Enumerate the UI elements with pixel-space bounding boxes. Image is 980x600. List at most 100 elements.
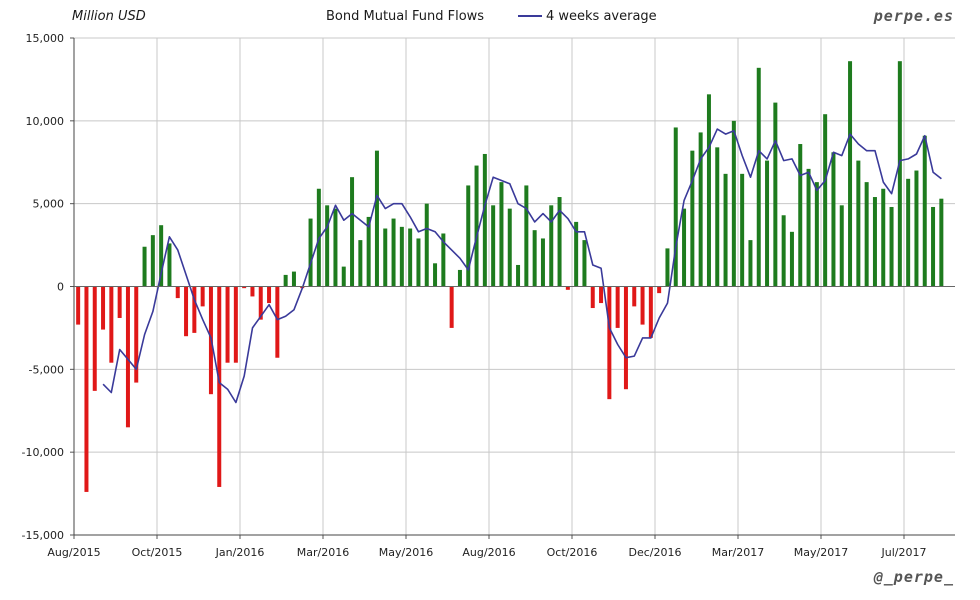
inflow-bar xyxy=(507,208,512,287)
inflow-bar xyxy=(540,238,545,287)
x-tick-label: Mar/2016 xyxy=(297,546,349,559)
inflow-bar xyxy=(549,205,554,287)
inflow-bar xyxy=(325,205,330,287)
outflow-bar xyxy=(615,286,620,328)
inflow-bar xyxy=(723,173,728,287)
inflow-bar xyxy=(698,132,703,287)
outflow-bar xyxy=(84,286,89,492)
axes xyxy=(70,37,955,539)
flow-bars xyxy=(76,61,944,492)
outflow-bar xyxy=(657,286,662,294)
inflow-bar xyxy=(789,231,794,287)
inflow-bar xyxy=(399,226,404,287)
inflow-bar xyxy=(740,173,745,287)
chart-title: Bond Mutual Fund Flows xyxy=(326,9,485,24)
outflow-bar xyxy=(175,286,180,299)
inflow-bar xyxy=(690,150,695,287)
inflow-bar xyxy=(765,160,770,287)
inflow-bar xyxy=(167,243,172,287)
outflow-bar xyxy=(607,286,612,400)
outflow-bar xyxy=(258,286,263,320)
inflow-bar xyxy=(424,203,429,287)
outflow-bar xyxy=(225,286,230,363)
inflow-bar xyxy=(291,271,296,287)
y-tick-label: 0 xyxy=(57,281,64,294)
outflow-bar xyxy=(233,286,238,363)
outflow-bar xyxy=(599,286,604,304)
x-tick-label: Dec/2016 xyxy=(629,546,682,559)
outflow-bar xyxy=(632,286,637,307)
outflow-bar xyxy=(648,286,653,338)
outflow-bar xyxy=(184,286,189,337)
inflow-bar xyxy=(706,94,711,287)
handle-watermark: @_perpe_ xyxy=(873,568,954,586)
outflow-bar xyxy=(640,286,645,325)
inflow-bar xyxy=(308,218,313,287)
inflow-bar xyxy=(491,205,496,287)
outflow-bar xyxy=(565,286,570,290)
inflow-bar xyxy=(872,197,877,287)
inflow-bar xyxy=(358,240,363,287)
x-tick-label: May/2017 xyxy=(794,546,848,559)
inflow-bar xyxy=(748,240,753,287)
inflow-bar xyxy=(499,182,504,287)
inflow-bar xyxy=(574,221,579,287)
inflow-bar xyxy=(781,215,786,287)
inflow-bar xyxy=(474,165,479,287)
inflow-bar xyxy=(582,240,587,287)
inflow-bar xyxy=(557,197,562,287)
legend-line-swatch xyxy=(518,14,542,17)
inflow-bar xyxy=(756,67,761,287)
y-tick-label: 5,000 xyxy=(33,198,65,211)
y-tick-label: 15,000 xyxy=(26,32,65,45)
inflow-bar xyxy=(142,246,147,287)
x-tick-label: Aug/2015 xyxy=(47,546,100,559)
x-tick-label: Oct/2016 xyxy=(547,546,598,559)
outflow-bar xyxy=(250,286,255,297)
inflow-bar xyxy=(673,127,678,287)
inflow-bar xyxy=(433,263,438,287)
inflow-bar xyxy=(864,182,869,287)
outflow-bar xyxy=(92,286,97,391)
average-line xyxy=(102,128,942,404)
inflow-bar xyxy=(939,198,944,287)
inflow-bar xyxy=(798,144,803,287)
inflow-bar xyxy=(408,228,413,287)
inflow-bar xyxy=(366,216,371,287)
legend: 4 weeks average xyxy=(518,9,657,24)
inflow-bar xyxy=(416,238,421,287)
inflow-bar xyxy=(532,230,537,287)
inflow-bar xyxy=(665,248,670,287)
x-tick-label: Mar/2017 xyxy=(712,546,764,559)
inflow-bar xyxy=(806,168,811,287)
brand-watermark: perpe.es xyxy=(873,7,954,25)
inflow-bar xyxy=(524,185,529,287)
inflow-bar xyxy=(906,178,911,287)
outflow-bar xyxy=(242,286,247,289)
inflow-bar xyxy=(159,225,164,287)
inflow-bar xyxy=(814,182,819,287)
y-tick-labels: -15,000 -10,000 -5,000 0 5,000 10,000 15,000 xyxy=(22,32,64,542)
x-tick-label: Jul/2017 xyxy=(881,546,927,559)
inflow-bar xyxy=(914,170,919,287)
inflow-bar xyxy=(350,177,355,287)
inflow-bar xyxy=(391,218,396,287)
x-tick-label: Oct/2015 xyxy=(132,546,183,559)
inflow-bar xyxy=(150,235,155,287)
inflow-bar xyxy=(333,208,338,287)
inflow-bar xyxy=(374,150,379,287)
legend-label: 4 weeks average xyxy=(546,9,657,24)
inflow-bar xyxy=(922,135,927,287)
inflow-bar xyxy=(441,233,446,287)
y-tick-label: -5,000 xyxy=(29,363,64,376)
x-tick-label: Aug/2016 xyxy=(462,546,515,559)
x-tick-label: May/2016 xyxy=(379,546,433,559)
inflow-bar xyxy=(715,147,720,287)
outflow-bar xyxy=(590,286,595,309)
outflow-bar xyxy=(275,286,280,358)
outflow-bar xyxy=(101,286,106,330)
inflow-bar xyxy=(823,114,828,287)
inflow-bar xyxy=(466,185,471,287)
inflow-bar xyxy=(482,153,487,287)
